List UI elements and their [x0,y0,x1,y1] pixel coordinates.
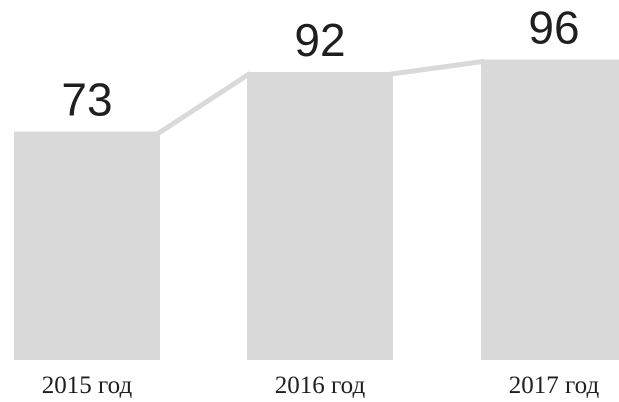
category-label-layer: 2015 год 2016 год 2017 год [42,372,600,399]
connector-segment-2 [388,59,486,77]
value-label-layer: 73 92 96 [61,2,579,126]
value-label-2015: 73 [61,74,112,126]
category-label-2015: 2015 год [42,372,133,399]
value-label-2017: 96 [528,2,579,54]
bar-2015 [14,131,160,360]
bar-2016 [247,72,393,360]
bar-2017 [481,59,619,361]
value-label-2016: 92 [294,14,345,66]
category-label-2016: 2016 год [275,372,366,399]
connector-layer [155,59,486,137]
category-label-2017: 2017 год [509,372,600,399]
bar-layer [14,59,619,361]
connector-segment-1 [155,71,252,137]
